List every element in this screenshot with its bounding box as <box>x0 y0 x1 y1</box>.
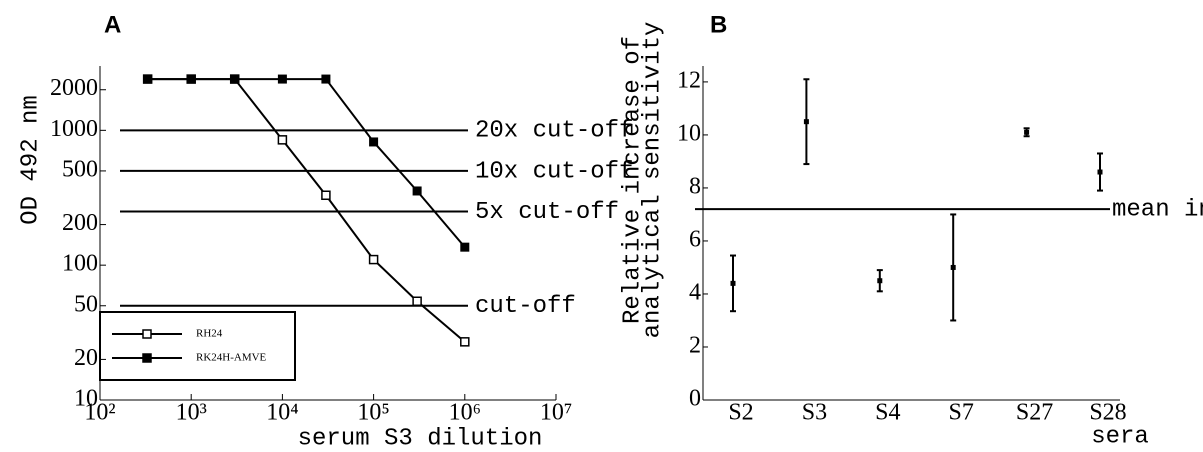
y-tick-label: 8 <box>689 173 701 199</box>
x-tick-label: 10⁵ <box>357 400 389 426</box>
legend-marker <box>142 329 152 339</box>
marker <box>186 74 196 84</box>
x-tick-label: 10⁶ <box>449 400 481 426</box>
y-tick-label: 500 <box>62 156 98 182</box>
x-tick-label: S2 <box>728 400 753 426</box>
reference-label: 5x cut-off <box>475 199 619 226</box>
x-tick-label: S28 <box>1089 400 1126 426</box>
legend-label: RH24 <box>196 328 223 340</box>
y-tick-label: 50 <box>74 291 98 317</box>
x-tick-label: S4 <box>875 400 900 426</box>
x-tick-label: 10² <box>84 400 115 426</box>
panel-b-y-label: analytical sensitivity <box>639 22 666 339</box>
y-tick-label: 2000 <box>50 75 98 101</box>
x-tick-label: S27 <box>1016 400 1053 426</box>
y-tick-label: 10 <box>74 386 98 412</box>
x-tick-label: S7 <box>949 400 974 426</box>
point <box>803 119 809 125</box>
panel-b-title: B <box>710 11 727 38</box>
y-tick-label: 20 <box>74 345 98 371</box>
legend-box <box>99 311 296 381</box>
panel-b-x-label: sera <box>1091 423 1149 450</box>
point <box>877 278 883 284</box>
marker <box>369 137 379 147</box>
point <box>1024 129 1030 135</box>
marker <box>321 74 331 84</box>
panel-b-y-label: Relative increase of <box>619 36 646 324</box>
y-tick-label: 2 <box>689 332 701 358</box>
reference-label: cut-off <box>475 293 576 320</box>
y-tick-label: 10 <box>677 120 701 146</box>
marker <box>143 74 153 84</box>
panel-a-y-label: OD 492 nm <box>17 95 44 225</box>
marker <box>368 254 379 265</box>
legend-marker <box>142 353 152 363</box>
marker <box>277 135 288 145</box>
series-line <box>147 78 466 248</box>
panel-a-x-label: serum S3 dilution <box>298 425 543 452</box>
y-tick-label: 12 <box>677 67 701 93</box>
point <box>730 280 736 286</box>
x-tick-label: 10⁷ <box>540 400 572 426</box>
y-tick-label: 100 <box>62 251 98 277</box>
marker <box>277 74 287 84</box>
reference-label: 20x cut-off <box>475 118 633 145</box>
y-tick-label: 1000 <box>50 116 98 142</box>
x-tick-label: 10³ <box>176 400 207 426</box>
marker <box>321 190 331 201</box>
y-tick-label: 4 <box>689 279 701 305</box>
marker <box>230 74 240 84</box>
marker <box>412 186 422 196</box>
y-tick-label: 6 <box>689 226 701 252</box>
y-tick-label: 0 <box>689 386 701 412</box>
point <box>950 264 956 270</box>
panel-a-title: A <box>104 11 121 38</box>
reference-label: 10x cut-off <box>475 158 633 185</box>
point <box>1097 169 1103 175</box>
x-tick-label: S3 <box>802 400 827 426</box>
marker <box>460 242 470 252</box>
y-tick-label: 200 <box>62 210 98 236</box>
legend-label: RK24H-AMVE <box>196 352 267 364</box>
reference-label: mean increase <box>1112 196 1203 223</box>
x-tick-label: 10⁴ <box>266 400 298 426</box>
marker <box>412 296 422 306</box>
marker <box>460 337 470 347</box>
